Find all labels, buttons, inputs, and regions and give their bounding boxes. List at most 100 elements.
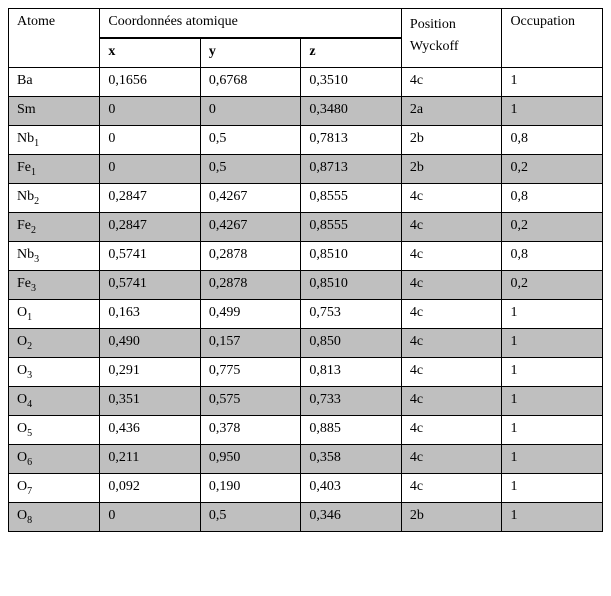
atom-subscript: 2 xyxy=(34,196,39,207)
cell-z: 0,733 xyxy=(301,387,402,416)
table-body: Ba0,16560,67680,35104c1Sm000,34802a1Nb10… xyxy=(9,68,603,532)
cell-atom: O1 xyxy=(9,300,100,329)
cell-x: 0,291 xyxy=(100,358,201,387)
atom-symbol: O xyxy=(17,305,27,320)
table-row: Fe100,50,87132b0,2 xyxy=(9,155,603,184)
atom-subscript: 8 xyxy=(27,515,32,526)
atom-subscript: 1 xyxy=(27,312,32,323)
cell-atom: O7 xyxy=(9,474,100,503)
cell-x: 0,5741 xyxy=(100,271,201,300)
header-wyckoff-line2: Wyckoff xyxy=(410,39,459,54)
atom-symbol: O xyxy=(17,479,27,494)
atom-subscript: 1 xyxy=(34,138,39,149)
table-row: O30,2910,7750,8134c1 xyxy=(9,358,603,387)
atom-subscript: 2 xyxy=(27,341,32,352)
table-row: O40,3510,5750,7334c1 xyxy=(9,387,603,416)
header-wyckoff-line1: Position xyxy=(410,17,456,32)
cell-y: 0,775 xyxy=(200,358,301,387)
cell-occ: 1 xyxy=(502,358,603,387)
cell-z: 0,8510 xyxy=(301,242,402,271)
cell-wyck: 2b xyxy=(401,503,502,532)
cell-occ: 0,8 xyxy=(502,242,603,271)
cell-y: 0,5 xyxy=(200,503,301,532)
cell-occ: 1 xyxy=(502,97,603,126)
cell-x: 0,2847 xyxy=(100,184,201,213)
cell-x: 0,2847 xyxy=(100,213,201,242)
cell-occ: 0,2 xyxy=(502,213,603,242)
cell-wyck: 2b xyxy=(401,126,502,155)
cell-atom: Nb1 xyxy=(9,126,100,155)
atom-symbol: O xyxy=(17,392,27,407)
atom-subscript: 7 xyxy=(27,486,32,497)
atom-symbol: Nb xyxy=(17,189,34,204)
cell-wyck: 4c xyxy=(401,271,502,300)
atom-symbol: O xyxy=(17,334,27,349)
cell-occ: 1 xyxy=(502,387,603,416)
cell-x: 0 xyxy=(100,97,201,126)
table-row: O10,1630,4990,7534c1 xyxy=(9,300,603,329)
cell-x: 0 xyxy=(100,503,201,532)
atom-subscript: 1 xyxy=(31,167,36,178)
cell-y: 0,378 xyxy=(200,416,301,445)
cell-y: 0,5 xyxy=(200,155,301,184)
cell-z: 0,346 xyxy=(301,503,402,532)
cell-wyck: 4c xyxy=(401,329,502,358)
cell-x: 0,1656 xyxy=(100,68,201,97)
cell-wyck: 4c xyxy=(401,213,502,242)
cell-z: 0,3510 xyxy=(301,68,402,97)
cell-occ: 0,8 xyxy=(502,126,603,155)
cell-z: 0,8510 xyxy=(301,271,402,300)
cell-occ: 1 xyxy=(502,68,603,97)
cell-atom: O3 xyxy=(9,358,100,387)
cell-atom: Nb3 xyxy=(9,242,100,271)
cell-atom: O5 xyxy=(9,416,100,445)
cell-y: 0,950 xyxy=(200,445,301,474)
cell-y: 0,499 xyxy=(200,300,301,329)
header-atome: Atome xyxy=(9,9,100,68)
cell-x: 0,436 xyxy=(100,416,201,445)
cell-y: 0,575 xyxy=(200,387,301,416)
table-row: Nb20,28470,42670,85554c0,8 xyxy=(9,184,603,213)
cell-occ: 1 xyxy=(502,329,603,358)
cell-x: 0,211 xyxy=(100,445,201,474)
cell-occ: 1 xyxy=(502,474,603,503)
cell-atom: Nb2 xyxy=(9,184,100,213)
cell-occ: 1 xyxy=(502,416,603,445)
atom-subscript: 5 xyxy=(27,428,32,439)
cell-y: 0,2878 xyxy=(200,271,301,300)
cell-y: 0,157 xyxy=(200,329,301,358)
atom-symbol: Fe xyxy=(17,218,31,233)
cell-wyck: 4c xyxy=(401,387,502,416)
atom-symbol: O xyxy=(17,363,27,378)
header-occupation: Occupation xyxy=(502,9,603,68)
cell-wyck: 4c xyxy=(401,242,502,271)
cell-occ: 1 xyxy=(502,300,603,329)
atom-symbol: O xyxy=(17,421,27,436)
cell-occ: 0,8 xyxy=(502,184,603,213)
cell-occ: 0,2 xyxy=(502,271,603,300)
cell-y: 0,2878 xyxy=(200,242,301,271)
cell-atom: Fe1 xyxy=(9,155,100,184)
atom-symbol: Fe xyxy=(17,160,31,175)
table-row: O60,2110,9500,3584c1 xyxy=(9,445,603,474)
cell-x: 0,5741 xyxy=(100,242,201,271)
header-z: z xyxy=(301,38,402,68)
cell-atom: O4 xyxy=(9,387,100,416)
cell-z: 0,885 xyxy=(301,416,402,445)
atom-symbol: O xyxy=(17,508,27,523)
cell-z: 0,753 xyxy=(301,300,402,329)
table-row: Sm000,34802a1 xyxy=(9,97,603,126)
cell-atom: Fe2 xyxy=(9,213,100,242)
atom-symbol: Nb xyxy=(17,131,34,146)
cell-wyck: 2b xyxy=(401,155,502,184)
cell-atom: Fe3 xyxy=(9,271,100,300)
atom-subscript: 6 xyxy=(27,457,32,468)
cell-wyck: 4c xyxy=(401,445,502,474)
cell-z: 0,813 xyxy=(301,358,402,387)
cell-atom: Sm xyxy=(9,97,100,126)
cell-y: 0,190 xyxy=(200,474,301,503)
table-row: O70,0920,1900,4034c1 xyxy=(9,474,603,503)
header-coordonnees: Coordonnées atomique xyxy=(100,9,402,39)
cell-x: 0 xyxy=(100,155,201,184)
table-row: Nb100,50,78132b0,8 xyxy=(9,126,603,155)
